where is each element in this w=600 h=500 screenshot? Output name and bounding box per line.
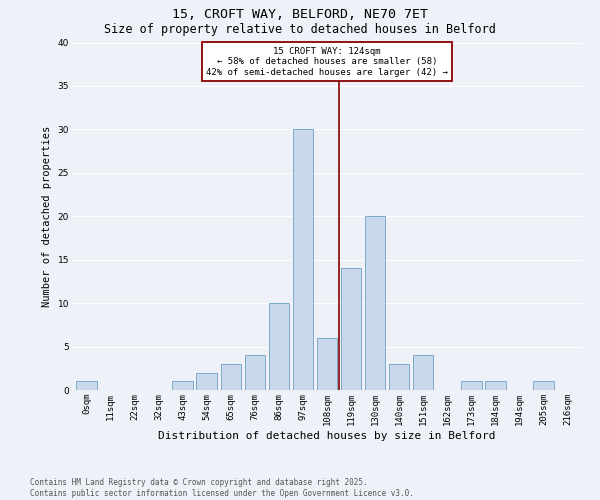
Bar bbox=[172, 382, 193, 390]
Text: 15, CROFT WAY, BELFORD, NE70 7ET: 15, CROFT WAY, BELFORD, NE70 7ET bbox=[172, 8, 428, 20]
Text: Size of property relative to detached houses in Belford: Size of property relative to detached ho… bbox=[104, 22, 496, 36]
Bar bbox=[389, 364, 409, 390]
Y-axis label: Number of detached properties: Number of detached properties bbox=[42, 126, 52, 307]
Bar bbox=[269, 303, 289, 390]
Bar bbox=[461, 382, 482, 390]
Bar bbox=[76, 382, 97, 390]
Bar bbox=[196, 372, 217, 390]
Bar bbox=[485, 382, 506, 390]
Bar bbox=[221, 364, 241, 390]
Bar bbox=[533, 382, 554, 390]
Bar bbox=[317, 338, 337, 390]
Bar bbox=[365, 216, 385, 390]
Text: 15 CROFT WAY: 124sqm
← 58% of detached houses are smaller (58)
42% of semi-detac: 15 CROFT WAY: 124sqm ← 58% of detached h… bbox=[206, 47, 448, 76]
Bar bbox=[341, 268, 361, 390]
Text: Contains HM Land Registry data © Crown copyright and database right 2025.
Contai: Contains HM Land Registry data © Crown c… bbox=[30, 478, 414, 498]
Bar bbox=[293, 130, 313, 390]
X-axis label: Distribution of detached houses by size in Belford: Distribution of detached houses by size … bbox=[158, 430, 496, 440]
Bar bbox=[245, 355, 265, 390]
Bar bbox=[413, 355, 433, 390]
